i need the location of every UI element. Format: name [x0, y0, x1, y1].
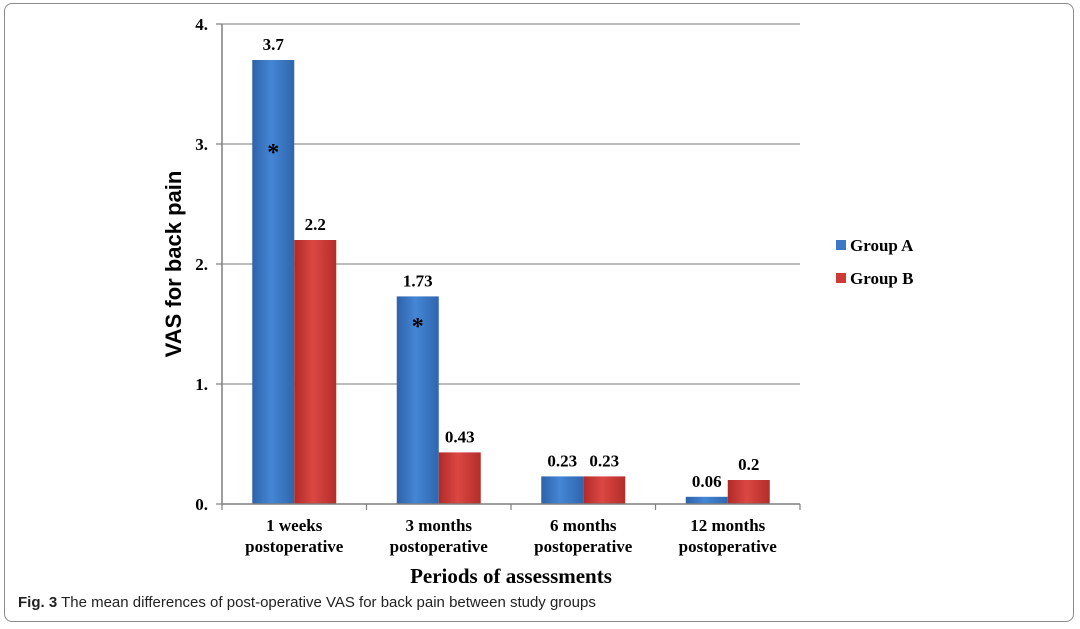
bar-group-b — [294, 240, 337, 504]
bar-group-b — [583, 476, 626, 504]
x-axis-title: Periods of assessments — [410, 564, 612, 588]
bar-group-b — [727, 480, 770, 504]
x-tick-label: 1 weeks — [266, 516, 323, 535]
data-label: 3.7 — [263, 35, 285, 54]
y-tick-label: 3. — [195, 135, 208, 154]
x-tick-label: postoperative — [245, 537, 344, 556]
y-tick-label: 1. — [195, 375, 208, 394]
bar-group-a — [252, 60, 295, 504]
x-tick-label: postoperative — [534, 537, 633, 556]
y-axis-title: VAS for back pain — [161, 171, 186, 358]
legend-label-1: Group A — [850, 236, 914, 255]
data-label: 0.23 — [589, 451, 619, 470]
legend-swatch-2 — [836, 273, 846, 283]
data-label: 0.23 — [547, 451, 577, 470]
bar-group-a — [685, 496, 728, 504]
x-tick-label: postoperative — [390, 537, 489, 556]
data-label: 0.2 — [738, 455, 759, 474]
x-tick-label: 3 months — [405, 516, 472, 535]
caption-text: The mean differences of post-operative V… — [61, 594, 596, 611]
bar-group-a — [541, 476, 584, 504]
data-label: 0.43 — [445, 427, 475, 446]
y-tick-label: 2. — [195, 255, 208, 274]
data-label: 2.2 — [305, 215, 326, 234]
y-tick-label: 0. — [195, 495, 208, 514]
legend-label-2: Group B — [850, 269, 913, 288]
x-tick-label: 12 months — [690, 516, 765, 535]
data-label: 1.73 — [403, 271, 433, 290]
caption-label: Fig. 3 — [18, 594, 58, 611]
data-label: 0.06 — [692, 472, 722, 491]
figure-caption: Fig. 3 The mean differences of post-oper… — [18, 594, 596, 611]
axes — [216, 23, 801, 510]
y-tick-label: 4. — [195, 15, 208, 34]
x-tick-label: postoperative — [679, 537, 778, 556]
significance-marker: * — [267, 140, 279, 166]
x-tick-label: 6 months — [550, 516, 617, 535]
legend-swatch-1 — [836, 240, 846, 250]
labels: 0. 1. 2. 3. 4. 3.7 2.2 1 weeks postoperative 1.73… — [161, 15, 777, 588]
bars — [252, 60, 770, 504]
bar-group-b — [438, 452, 481, 504]
bar-group-a — [396, 296, 439, 504]
figure-frame — [4, 3, 1074, 622]
significance-marker: * — [412, 314, 424, 340]
legend: Group A Group B — [836, 236, 914, 288]
